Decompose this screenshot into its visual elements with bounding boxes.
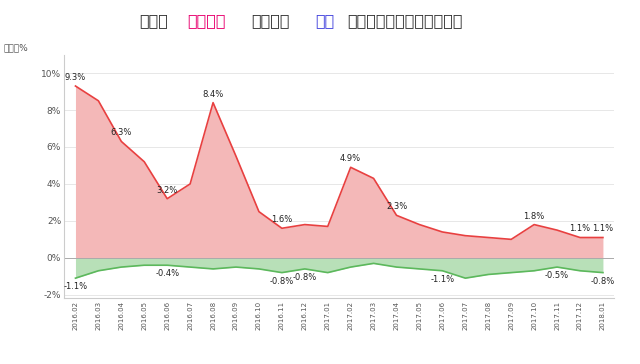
Text: -1.1%: -1.1% bbox=[430, 275, 454, 284]
Text: -0.8%: -0.8% bbox=[292, 273, 317, 282]
Text: 环比: 环比 bbox=[315, 13, 335, 28]
Text: 1.6%: 1.6% bbox=[271, 215, 292, 224]
Text: -0.8%: -0.8% bbox=[591, 277, 615, 286]
Text: 6.3%: 6.3% bbox=[111, 128, 132, 137]
Text: 销售价格: 销售价格 bbox=[251, 13, 290, 28]
Text: 1.1%: 1.1% bbox=[593, 225, 614, 233]
Text: 近两年: 近两年 bbox=[140, 13, 168, 28]
Text: 涨跌幅最高值和最低值情况: 涨跌幅最高值和最低值情况 bbox=[347, 13, 463, 28]
Text: 1.1%: 1.1% bbox=[570, 225, 591, 233]
Text: -0.4%: -0.4% bbox=[155, 269, 179, 278]
Text: 涨跌幅%: 涨跌幅% bbox=[3, 44, 28, 53]
Text: -1.1%: -1.1% bbox=[63, 282, 88, 291]
Text: 2.3%: 2.3% bbox=[386, 202, 407, 211]
Text: 3.2%: 3.2% bbox=[157, 186, 178, 195]
Text: -0.8%: -0.8% bbox=[269, 277, 294, 286]
Text: 4.9%: 4.9% bbox=[340, 154, 361, 163]
Text: 9.3%: 9.3% bbox=[65, 73, 86, 82]
Text: 二手住宅: 二手住宅 bbox=[187, 13, 226, 28]
Text: 1.8%: 1.8% bbox=[524, 211, 545, 221]
Text: -0.5%: -0.5% bbox=[545, 271, 569, 280]
Text: 8.4%: 8.4% bbox=[202, 90, 224, 99]
